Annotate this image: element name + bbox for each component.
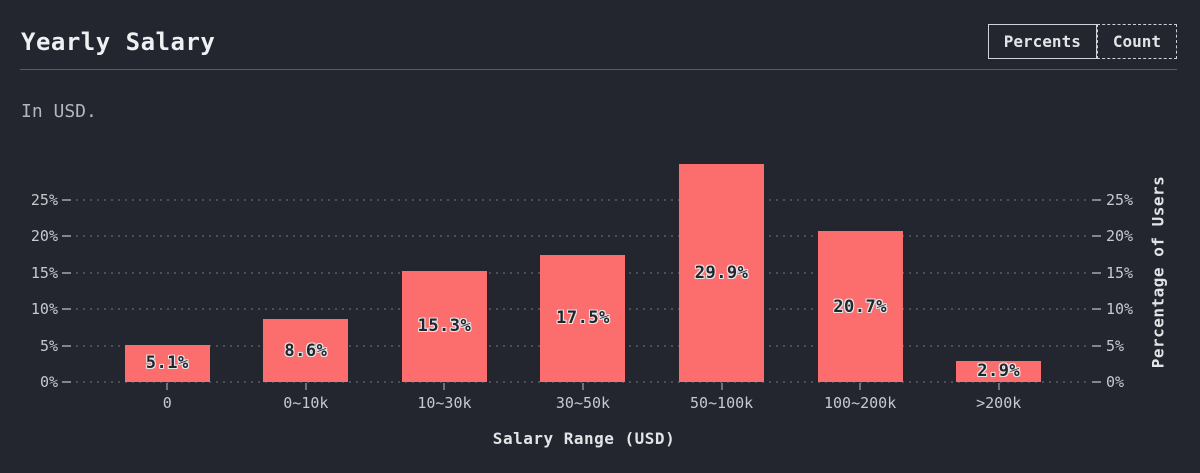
xtick <box>581 383 584 390</box>
ytick-dash-right <box>1092 381 1101 383</box>
ytick-label-right: 5% <box>1106 336 1125 355</box>
bar-value-label: 17.5% <box>556 308 610 329</box>
ytick-dash-left <box>62 235 71 238</box>
bar-0~10k: 8.6% <box>263 319 349 382</box>
ytick-dash-right <box>1092 308 1101 311</box>
bar-value-label: 29.9% <box>694 263 749 284</box>
ytick-label-right: 20% <box>1106 227 1134 246</box>
xtick <box>304 383 307 390</box>
ytick-dash-left <box>62 308 71 311</box>
ytick-label-right: 0% <box>1106 373 1125 391</box>
xtick-label: 30~50k <box>555 394 611 412</box>
ytick-dash-right <box>1092 271 1101 274</box>
ytick-label-left: 10% <box>30 300 58 319</box>
xtick-label: 0~10k <box>283 394 329 412</box>
bar-value-label: 2.9% <box>977 361 1021 382</box>
count-toggle-button[interactable]: Count <box>1096 24 1177 59</box>
bar-30~50k: 17.5% <box>540 254 626 382</box>
bar->200k: 2.9% <box>956 360 1042 382</box>
xtick-label: 10~30k <box>417 394 472 412</box>
xtick <box>997 383 1000 390</box>
bar-0: 5.1% <box>124 344 210 382</box>
xtick-label: >200k <box>976 394 1022 412</box>
header-divider <box>20 69 1177 70</box>
gridline <box>76 199 1088 201</box>
xtick-label: 0 <box>162 394 172 412</box>
chart-subtitle: In USD. <box>21 101 97 122</box>
ytick-dash-right <box>1092 199 1101 201</box>
bar-value-label: 20.7% <box>833 296 887 317</box>
ytick-dash-left <box>62 381 71 383</box>
ytick-label-right: 10% <box>1106 300 1134 319</box>
yaxis-title: Percentage of Users <box>1148 175 1168 369</box>
xtick <box>720 383 723 390</box>
ytick-label-left: 15% <box>30 263 58 282</box>
ytick-dash-left <box>62 344 71 347</box>
page-title: Yearly Salary <box>21 28 216 56</box>
ytick-label-right: 25% <box>1106 191 1134 209</box>
ytick-dash-left <box>62 271 71 274</box>
ytick-label-left: 20% <box>30 227 58 246</box>
bar-50~100k: 29.9% <box>679 164 765 382</box>
xtick <box>166 383 169 390</box>
xaxis-title: Salary Range (USD) <box>492 429 676 448</box>
ytick-label-left: 25% <box>30 191 58 209</box>
ytick-dash-right <box>1092 235 1101 238</box>
xtick <box>443 383 446 390</box>
gridline <box>76 381 1088 383</box>
ytick-dash-right <box>1092 344 1101 347</box>
bar-100~200k: 20.7% <box>817 231 903 382</box>
bar-10~30k: 15.3% <box>401 270 487 382</box>
xtick <box>859 383 862 390</box>
xtick-label: 100~200k <box>824 394 897 412</box>
bar-value-label: 5.1% <box>145 353 189 374</box>
ytick-label-left: 0% <box>39 373 58 391</box>
ytick-label-right: 15% <box>1106 263 1134 282</box>
view-toggle: Percents Count <box>987 24 1177 59</box>
bar-value-label: 15.3% <box>417 316 472 337</box>
xtick-label: 50~100k <box>689 394 754 412</box>
gridline <box>76 235 1088 238</box>
bar-value-label: 8.6% <box>284 340 328 361</box>
ytick-label-left: 5% <box>39 336 58 355</box>
percents-toggle-button[interactable]: Percents <box>987 24 1097 59</box>
ytick-dash-left <box>62 199 71 201</box>
